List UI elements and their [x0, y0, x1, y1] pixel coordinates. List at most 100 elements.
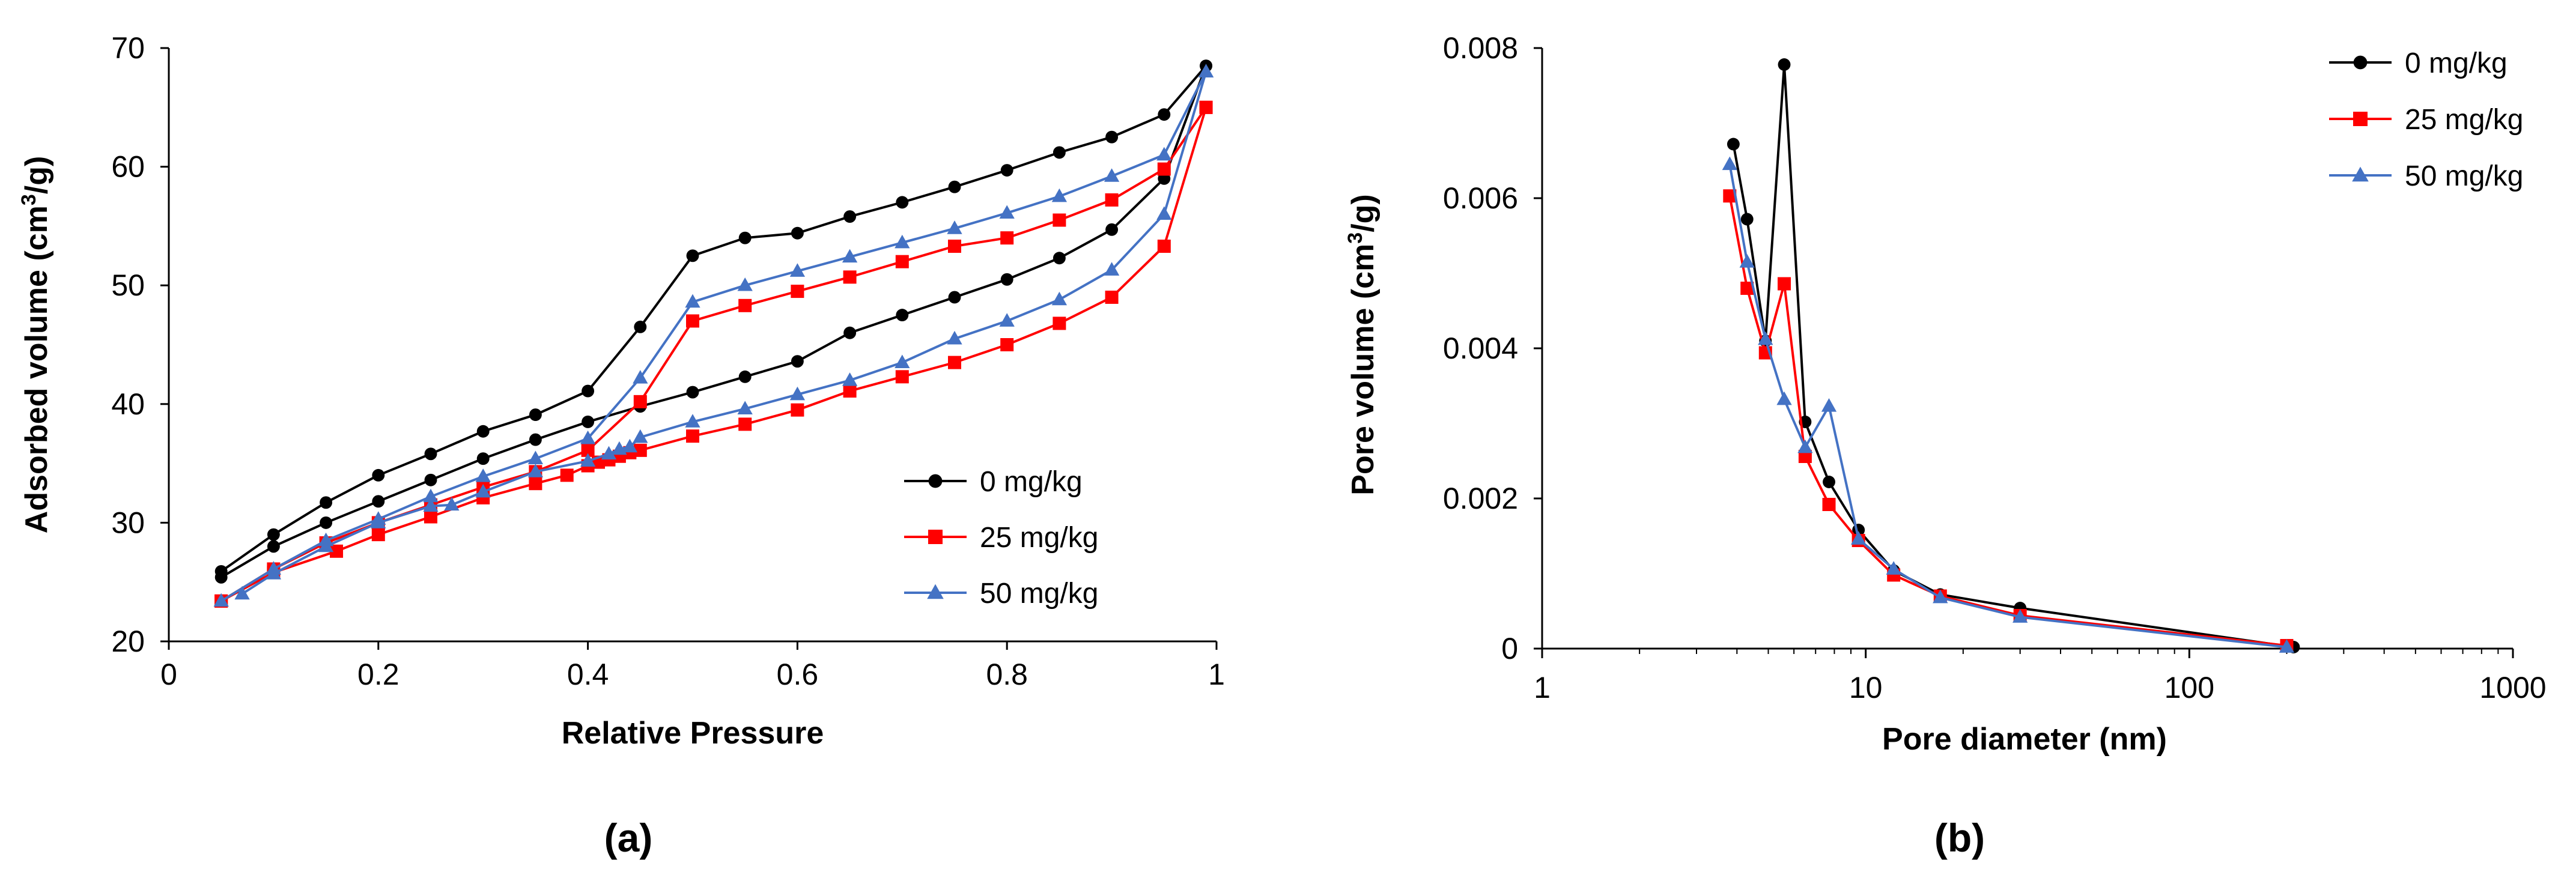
chart-a-panel-label: (a)	[604, 816, 653, 860]
chart-a-data-point	[1105, 290, 1119, 304]
chart-a-data-point	[842, 249, 858, 263]
chart-b-y-tick-label: 0.008	[1443, 31, 1518, 65]
chart-a-data-point	[738, 231, 752, 244]
chart-b-data-point	[1739, 254, 1755, 268]
chart-a-data-point	[789, 386, 806, 401]
chart-a-data-point	[1198, 64, 1214, 77]
chart-a-legend-item: 50 mg/kg	[904, 578, 1098, 610]
chart-b-data-point	[1722, 156, 1737, 171]
chart-a-data-point	[1000, 273, 1013, 286]
chart-a-data-point	[1157, 162, 1171, 176]
chart-a-data-point	[560, 468, 574, 482]
chart-a-x-tick-label: 0.2	[357, 658, 399, 691]
chart-a-data-point	[529, 477, 542, 491]
chart-a-data-point	[213, 593, 229, 607]
chart-a-data-point	[581, 443, 595, 457]
chart-a-data-point	[267, 528, 280, 541]
chart-b-data-point	[1740, 213, 1754, 226]
chart-a-data-point	[424, 510, 437, 524]
chart-b-legend-label: 0 mg/kg	[2405, 47, 2508, 79]
chart-a-data-point	[999, 313, 1015, 327]
chart-a-desorption-line	[220, 71, 1208, 602]
chart-a-data-point	[686, 386, 699, 399]
chart-a-data-point	[1053, 146, 1066, 159]
chart-a-data-point	[529, 433, 542, 446]
chart-b-legend-item: 50 mg/kg	[2329, 160, 2523, 192]
chart-a-data-point	[267, 540, 280, 553]
chart-a-data-point	[791, 355, 804, 368]
chart-b-data-point	[1723, 189, 1737, 203]
chart-a-data-point	[1000, 338, 1014, 351]
chart-a-data-point	[476, 452, 490, 465]
chart-b-data-point	[1933, 589, 1948, 604]
chart-a-data-point	[444, 497, 460, 511]
chart-a-data-point	[843, 384, 857, 398]
chart-b-data-point	[1778, 58, 1791, 71]
chart-b-y-axis-label: Pore volume (cm3/g)	[1344, 194, 1381, 495]
chart-a-legend-item: 0 mg/kg	[904, 466, 1083, 498]
chart-a-data-point	[843, 326, 857, 339]
chart-a-data-point	[372, 495, 385, 508]
chart-b-y-tick-label: 0.004	[1443, 331, 1518, 365]
chart-a-data-point	[738, 298, 752, 312]
chart-a-data-point	[601, 446, 617, 460]
chart-a-x-tick-label: 0.8	[986, 658, 1028, 691]
chart-a-legend-marker	[928, 530, 943, 544]
chart-a-x-axis-label: Relative Pressure	[562, 716, 824, 751]
chart-a-data-point	[738, 417, 752, 431]
chart-b-data-point	[1776, 391, 1792, 405]
chart-a-data-point	[633, 395, 647, 408]
chart-b-data-point	[2012, 609, 2028, 623]
chart-b-data-point	[1822, 498, 1836, 511]
chart-a-data-point	[948, 356, 961, 369]
chart-a-data-point	[372, 468, 385, 482]
chart-a-data-point	[737, 401, 753, 415]
chart-a-data-point	[371, 511, 386, 525]
chart-a-data-point	[1157, 239, 1171, 253]
chart-a-data-point	[948, 291, 961, 304]
chart-b-legend-marker	[2352, 166, 2369, 182]
chart-b-series-line	[1732, 64, 2294, 649]
chart-b-legend-marker	[2353, 55, 2368, 70]
chart-a-data-point	[633, 443, 647, 457]
chart-a-data-point	[1051, 188, 1068, 202]
chart-a-legend-label: 50 mg/kg	[980, 578, 1098, 610]
chart-a-data-point	[634, 320, 647, 333]
chart-a-data-point	[895, 354, 910, 368]
chart-a-data-point	[737, 277, 753, 291]
chart-a-data-point	[1053, 252, 1066, 265]
chart-a-data-point	[527, 464, 544, 477]
chart-a-data-point	[633, 429, 648, 443]
chart-a-data-point	[529, 408, 542, 422]
chart-a-data-point	[234, 586, 250, 600]
chart-b-x-tick-label: 1	[1534, 671, 1551, 704]
chart-a-data-point	[1104, 262, 1120, 276]
chart-a-adsorption-line	[220, 65, 1208, 579]
chart-a-y-tick-label: 60	[111, 150, 145, 184]
chart-b-data-point	[2279, 639, 2295, 653]
chart-b-data-point	[1823, 476, 1835, 488]
chart-a-y-tick-label: 40	[111, 387, 145, 421]
chart-a-data-point	[622, 438, 638, 453]
chart-b-legend-label: 25 mg/kg	[2405, 104, 2523, 136]
chart-a-x-tick-label: 0.6	[777, 658, 819, 691]
chart-b-legend-marker	[2353, 112, 2368, 126]
chart-a-data-point	[947, 330, 962, 345]
chart-a-y-tick-label: 30	[111, 506, 145, 539]
chart-a-data-point	[1105, 130, 1119, 144]
chart-a-data-point	[896, 196, 909, 209]
chart-a-series-2	[213, 64, 1214, 607]
chart-a-data-point	[1051, 291, 1068, 306]
chart-a-data-point	[330, 544, 344, 558]
chart-b-x-tick-label: 1000	[2479, 671, 2546, 704]
chart-b-series-0	[1727, 58, 2300, 653]
chart-b-panel-label: (b)	[1934, 816, 1985, 860]
chart-a-data-point	[266, 561, 282, 575]
chart-a-data-point	[686, 429, 699, 443]
chart-a-data-point	[843, 210, 857, 223]
chart-b: 1 10 100 1000 0 0.002 0.004 0.006 0.008 Pore dia…	[1344, 31, 2547, 860]
chart-a-data-point	[475, 483, 491, 498]
chart-b-data-point	[1727, 138, 1740, 151]
chart-a-data-point	[424, 447, 437, 461]
chart-b-legend: 0 mg/kg 25 mg/kg 50 mg/kg	[2329, 47, 2523, 192]
